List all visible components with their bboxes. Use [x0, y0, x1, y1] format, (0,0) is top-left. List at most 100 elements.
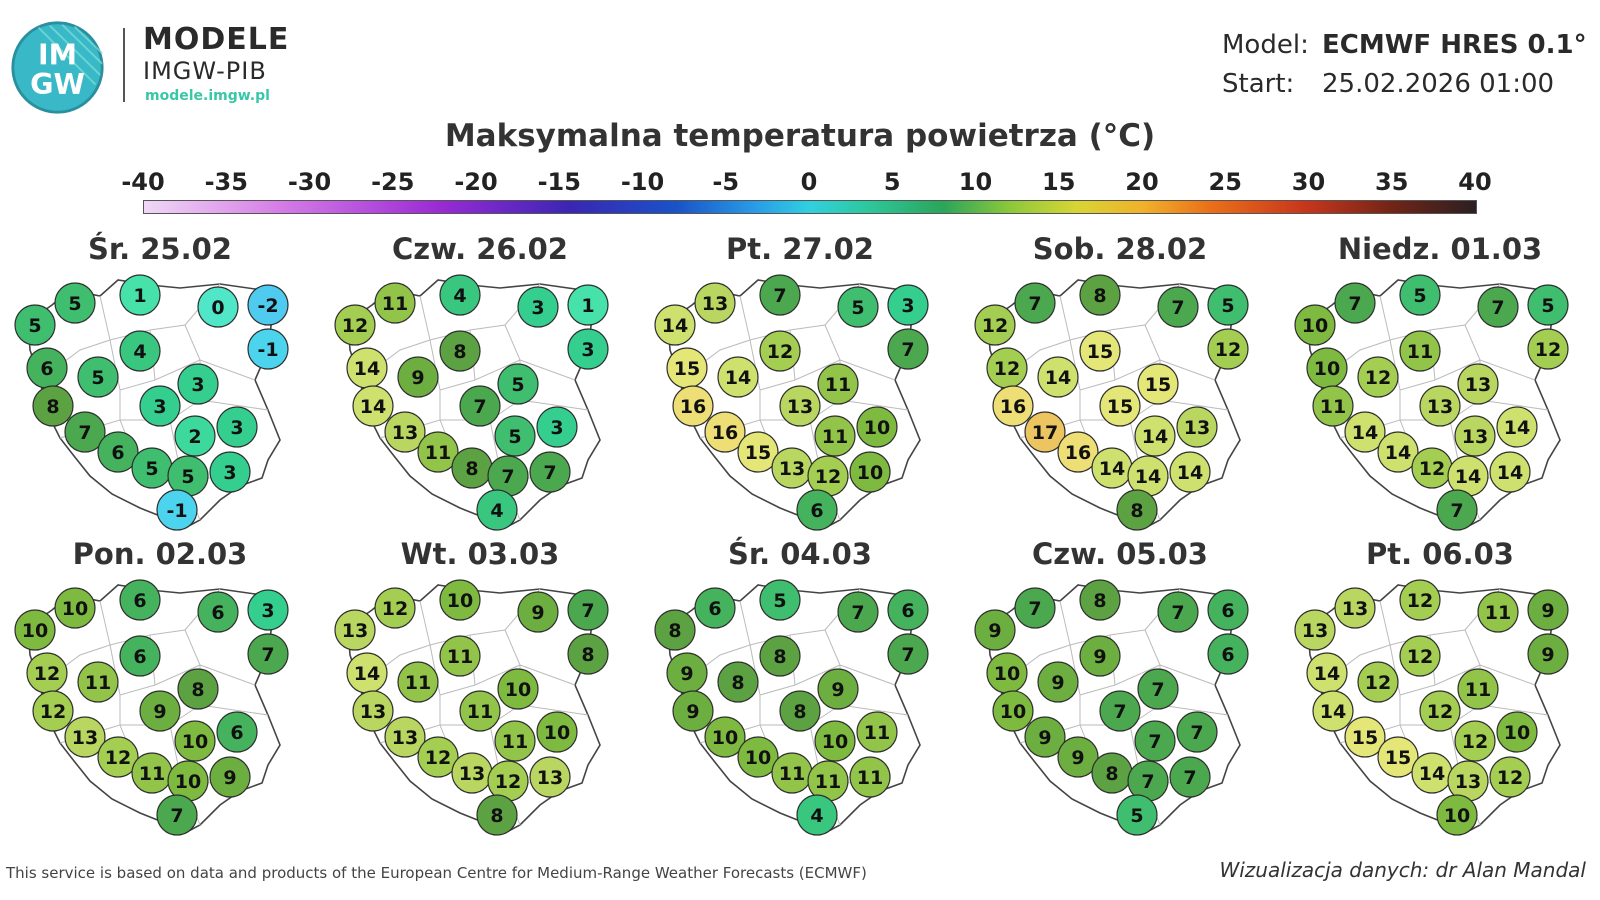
station-circle — [174, 720, 216, 762]
scale-tick: -5 — [712, 168, 740, 196]
station-marker: 10 — [986, 652, 1028, 694]
station-temperature: 16 — [680, 396, 706, 418]
station-marker: 5 — [14, 304, 56, 346]
station-marker: 5 — [54, 282, 96, 324]
station-marker: 7 — [247, 633, 289, 675]
station-marker: 12 — [1207, 328, 1249, 370]
station-marker: 5 — [759, 579, 801, 621]
station-circle — [1157, 286, 1199, 328]
station-marker: 9 — [1527, 633, 1569, 675]
station-marker: 13 — [529, 756, 571, 798]
station-temperature: 7 — [170, 805, 183, 827]
station-marker: 11 — [459, 690, 501, 732]
station-temperature: 9 — [686, 701, 699, 723]
station-circle — [737, 736, 779, 778]
region-border — [1479, 399, 1549, 411]
station-temperature: 9 — [1038, 727, 1051, 749]
station-circle — [177, 363, 219, 405]
station-circle — [494, 720, 536, 762]
station-circle — [1344, 411, 1386, 453]
poland-map: 7 87 699 610 9 710 779 798 7 75 — [974, 579, 1249, 836]
station-circle — [654, 304, 696, 346]
station-marker: 17 — [1024, 411, 1066, 453]
station-circle — [1312, 690, 1354, 732]
station-circle — [374, 587, 416, 629]
station-marker: 13 — [352, 690, 394, 732]
station-temperature: 3 — [581, 339, 594, 361]
station-temperature: 4 — [453, 285, 466, 307]
station-circle — [1344, 716, 1386, 758]
scale-tick: 30 — [1291, 168, 1326, 196]
station-circle — [174, 415, 216, 457]
station-circle — [247, 589, 289, 631]
station-circle — [856, 406, 898, 448]
station-circle — [1169, 451, 1211, 493]
logo-text-bottom: GW — [30, 68, 85, 101]
station-marker: 10 — [497, 668, 539, 710]
station-marker: 15 — [1344, 716, 1386, 758]
station-marker: 11 — [807, 760, 849, 802]
station-temperature: 6 — [1221, 600, 1234, 622]
station-temperature: 12 — [1407, 646, 1433, 668]
station-marker: 3 — [247, 589, 289, 631]
day-title: Niedz. 01.03 — [1337, 232, 1543, 266]
brand-url-link[interactable]: modele.imgw.pl — [145, 88, 270, 104]
station-temperature: 12 — [1497, 767, 1523, 789]
station-marker: 14 — [1134, 415, 1176, 457]
station-circle — [817, 668, 859, 710]
region-border — [839, 704, 909, 716]
station-marker: 11 — [131, 752, 173, 794]
station-marker: 7 — [529, 451, 571, 493]
station-circle — [476, 489, 518, 531]
station-circle — [1496, 406, 1538, 448]
station-marker: 1 — [567, 284, 609, 326]
station-circle — [1527, 328, 1569, 370]
station-temperature: 6 — [901, 600, 914, 622]
brand-subtitle: IMGW-PIB — [143, 57, 267, 85]
station-marker: 14 — [1312, 690, 1354, 732]
scale-tick: 15 — [1042, 168, 1076, 196]
day-title: Czw. 05.03 — [1032, 537, 1208, 571]
station-marker: 8 — [779, 690, 821, 732]
station-temperature: 6 — [133, 646, 146, 668]
station-temperature: 13 — [1302, 620, 1328, 642]
station-circle — [14, 304, 56, 346]
station-temperature: 15 — [1145, 374, 1171, 396]
station-temperature: 11 — [825, 374, 851, 396]
station-temperature: 11 — [85, 672, 111, 694]
station-circle — [459, 690, 501, 732]
station-circle — [529, 756, 571, 798]
station-temperature: 7 — [1113, 701, 1126, 723]
station-marker: 7 — [1477, 286, 1519, 328]
station-temperature: 12 — [105, 747, 131, 769]
station-marker: 8 — [654, 609, 696, 651]
station-circle — [54, 587, 96, 629]
station-marker: 13 — [1419, 385, 1461, 427]
station-marker: 16 — [672, 385, 714, 427]
station-marker: 10 — [814, 720, 856, 762]
station-temperature: 14 — [1135, 466, 1161, 488]
station-temperature: 13 — [459, 763, 485, 785]
station-circle — [1527, 633, 1569, 675]
station-marker: 5 — [77, 356, 119, 398]
station-temperature: 8 — [731, 672, 744, 694]
station-temperature: 7 — [1450, 500, 1463, 522]
station-marker: 12 — [974, 304, 1016, 346]
station-circle — [352, 690, 394, 732]
station-marker: 6 — [1207, 589, 1249, 631]
station-temperature: 7 — [261, 644, 274, 666]
station-circle — [529, 451, 571, 493]
station-marker: 9 — [817, 668, 859, 710]
station-circle — [1457, 363, 1499, 405]
station-circle — [64, 411, 106, 453]
station-circle — [974, 304, 1016, 346]
station-marker: 7 — [1014, 282, 1056, 324]
day-title: Pon. 02.03 — [72, 537, 248, 571]
station-temperature: 11 — [822, 426, 848, 448]
station-marker: 6 — [119, 635, 161, 677]
station-circle — [1334, 587, 1376, 629]
station-temperature: 9 — [223, 767, 236, 789]
station-circle — [1099, 690, 1141, 732]
station-circle — [374, 282, 416, 324]
scale-tick: 0 — [800, 168, 818, 196]
